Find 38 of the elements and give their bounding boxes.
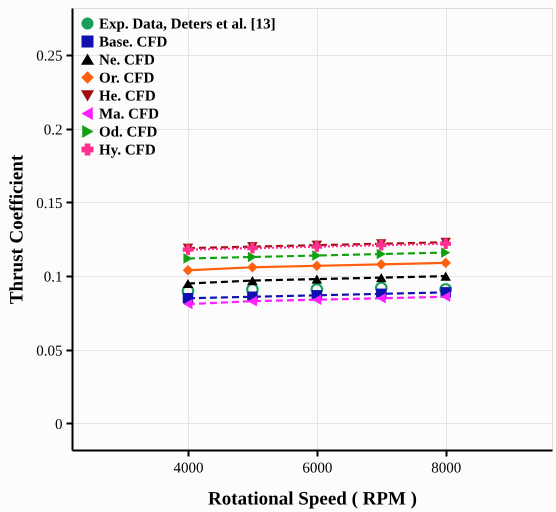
point (376, 273, 387, 282)
point (312, 274, 322, 284)
legend-label: Base. CFD (99, 34, 168, 50)
legend-label: He. CFD (99, 88, 156, 104)
legend-label: Exp. Data, Deters et al. [13] (99, 16, 276, 32)
legend-label: Od. CFD (99, 124, 158, 140)
x-tick-label: 6000 (302, 460, 332, 476)
point (440, 258, 451, 268)
y-tick-label: 0.1 (44, 270, 62, 286)
x-tick-label: 8000 (431, 460, 462, 476)
point (376, 259, 387, 270)
point (247, 276, 258, 286)
point (182, 265, 194, 276)
y-axis-title: Thrust Coefficient (6, 154, 28, 304)
point (182, 278, 194, 288)
point (440, 272, 451, 281)
y-tick-label: 0.25 (36, 48, 62, 65)
y-tick-label: 0.15 (36, 196, 62, 212)
point (376, 293, 386, 304)
legend-label: Ne. CFD (99, 52, 155, 68)
point (248, 252, 257, 262)
legend-label: Ma. CFD (99, 106, 160, 122)
point (312, 294, 322, 305)
x-axis-title: Rotational Speed ( RPM ) (208, 488, 417, 510)
point (183, 298, 193, 310)
y-tick-label: 0.2 (44, 122, 62, 138)
x-tick-label: 4000 (173, 460, 204, 476)
point (247, 262, 258, 273)
legend-label: Or. CFD (99, 70, 154, 86)
legend-label: Hy. CFD (99, 142, 156, 158)
point (312, 260, 322, 272)
y-tick-label: 0.05 (36, 343, 62, 360)
point (376, 248, 386, 260)
y-tick-label: 0 (55, 416, 62, 433)
point (441, 247, 450, 258)
point (441, 292, 450, 302)
point (312, 250, 322, 261)
point (248, 296, 257, 306)
